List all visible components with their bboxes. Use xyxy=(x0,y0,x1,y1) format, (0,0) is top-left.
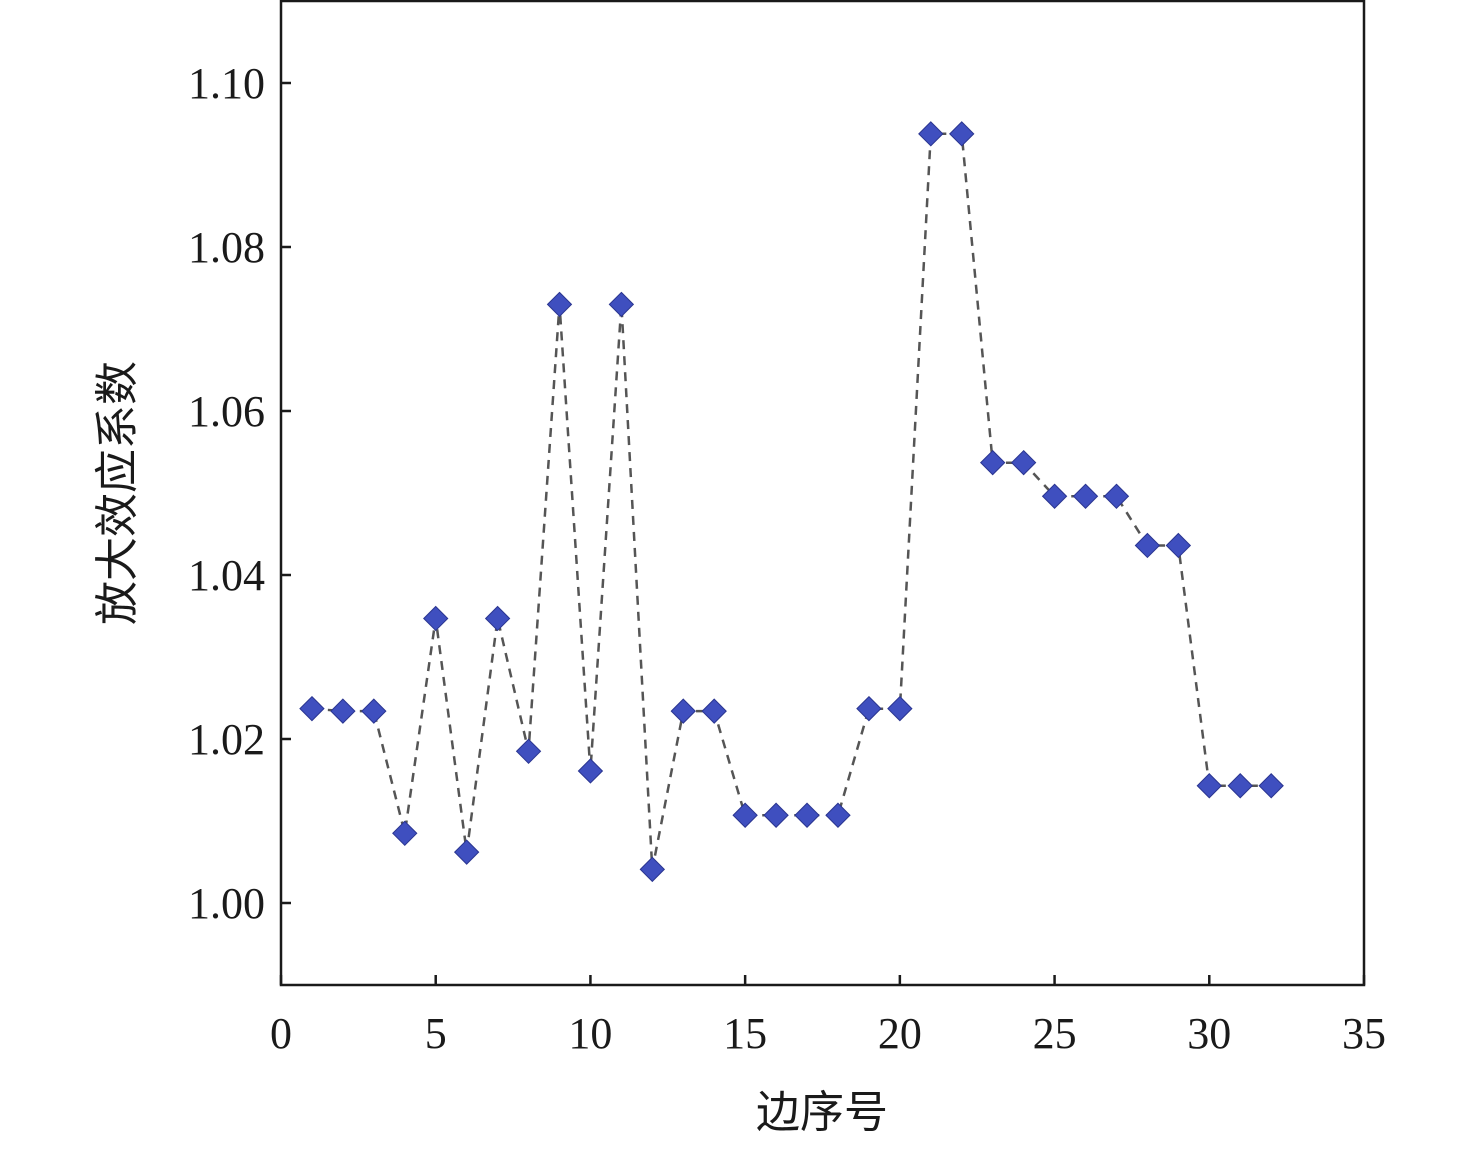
data-point-10 xyxy=(577,758,604,784)
data-point-5 xyxy=(423,605,449,632)
data-point-19 xyxy=(856,695,882,722)
data-point-23 xyxy=(979,449,1006,476)
data-point-28 xyxy=(1134,532,1161,559)
x-tick-label: 35 xyxy=(1342,1009,1386,1058)
data-point-15 xyxy=(732,802,758,828)
data-point-26 xyxy=(1072,483,1099,509)
data-point-29 xyxy=(1165,532,1192,559)
y-tick-label: 1.00 xyxy=(188,879,265,928)
data-point-16 xyxy=(763,802,789,828)
data-point-30 xyxy=(1196,773,1222,799)
data-point-31 xyxy=(1227,773,1253,799)
x-tick-label: 5 xyxy=(425,1009,447,1058)
plot-frame xyxy=(279,0,1366,987)
x-tick-label: 15 xyxy=(723,1009,767,1058)
x-tick-label: 0 xyxy=(270,1009,292,1058)
data-point-13 xyxy=(670,698,696,724)
y-axis-title: 放大效应系数 xyxy=(93,361,142,625)
data-point-18 xyxy=(825,802,851,828)
data-point-24 xyxy=(1010,449,1037,476)
data-point-9 xyxy=(546,291,573,318)
data-point-27 xyxy=(1103,483,1130,509)
data-point-12 xyxy=(639,856,666,883)
data-point-7 xyxy=(484,605,511,632)
data-point-22 xyxy=(949,121,975,147)
data-point-20 xyxy=(887,695,913,722)
data-point-17 xyxy=(794,802,820,828)
y-axis: 1.00 1.02 1.04 1.06 1.08 1.10 xyxy=(188,59,291,928)
y-tick-label: 1.04 xyxy=(188,551,265,600)
data-point-25 xyxy=(1041,483,1068,509)
data-point-11 xyxy=(608,291,635,318)
data-point-14 xyxy=(701,698,727,724)
data-point-21 xyxy=(918,121,944,147)
x-axis: 0 5 10 15 20 25 30 35 xyxy=(270,975,1386,1058)
data-point-8 xyxy=(515,738,542,765)
x-axis-title: 边序号 xyxy=(756,1088,888,1137)
data-point-6 xyxy=(453,839,480,865)
y-tick-label: 1.10 xyxy=(188,59,265,108)
y-tick-label: 1.06 xyxy=(188,387,265,436)
data-point-32 xyxy=(1258,773,1284,799)
x-tick-label: 10 xyxy=(568,1009,612,1058)
x-tick-label: 25 xyxy=(1033,1009,1077,1058)
y-tick-label: 1.08 xyxy=(188,223,265,272)
y-tick-label: 1.02 xyxy=(188,715,265,764)
data-point-1 xyxy=(299,695,325,722)
series-markers xyxy=(299,121,1284,883)
data-point-3 xyxy=(361,698,387,724)
x-tick-label: 20 xyxy=(878,1009,922,1058)
data-point-4 xyxy=(392,820,418,847)
series-line xyxy=(311,132,1272,870)
data-point-2 xyxy=(330,698,356,724)
x-tick-label: 30 xyxy=(1187,1009,1231,1058)
